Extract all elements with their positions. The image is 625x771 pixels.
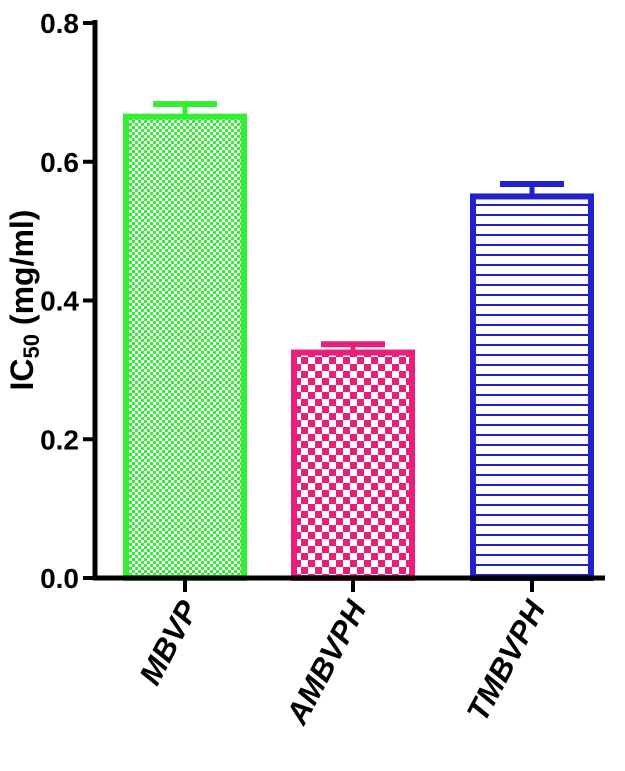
- bar: [291, 349, 415, 581]
- bar: [123, 113, 247, 581]
- x-ticks-group: MBVP AMBVPH TMBVPH: [132, 578, 552, 731]
- x-tick-label: MBVP: [132, 595, 205, 691]
- error-bars-group: [153, 101, 564, 353]
- y-axis-label-unit: (mg/ml): [4, 210, 40, 334]
- y-ticks-group: 0.0 0.2 0.4 0.6 0.8: [40, 8, 95, 594]
- x-tick-label: AMBVPH: [279, 594, 374, 730]
- y-tick-label: 0.8: [40, 8, 79, 39]
- y-tick-label: 0.4: [40, 286, 79, 317]
- y-axis-label-subscript: 50: [19, 334, 44, 358]
- y-axis-label: IC50 (mg/ml): [4, 210, 44, 391]
- bar: [470, 193, 594, 581]
- y-axis-label-main: IC: [4, 358, 40, 390]
- y-tick-label: 0.6: [40, 147, 79, 178]
- y-tick-label: 0.0: [40, 563, 79, 594]
- y-tick-label: 0.2: [40, 424, 79, 455]
- x-tick-label: TMBVPH: [460, 594, 553, 727]
